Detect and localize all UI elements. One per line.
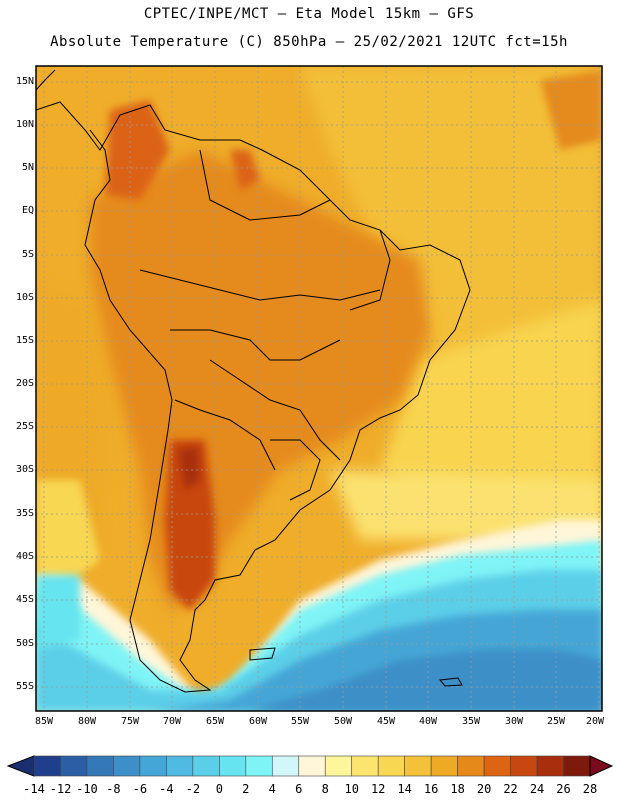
colorbar [6,755,614,777]
lat-label: 5N [21,162,34,173]
colorbar-tick-label: 18 [450,782,465,796]
lat-label: 50S [15,638,34,649]
colorbar-swatch [219,755,247,777]
colorbar-swatch [245,755,273,777]
colorbar-swatch [377,755,405,777]
colorbar-swatch [351,755,379,777]
colorbar-swatch [86,755,114,777]
colorbar-swatch [457,755,485,777]
lat-label: 10N [15,119,34,130]
lon-label: 60W [248,716,268,727]
lon-label: 80W [77,716,97,727]
colorbar-tick-label: 14 [397,782,412,796]
lon-label: 85W [34,716,54,727]
colorbar-swatch [483,755,511,777]
colorbar-swatch [139,755,167,777]
coastline [36,69,471,693]
lon-label: 45W [376,716,396,727]
colorbar-swatch [510,755,538,777]
colorbar-swatch [60,755,88,777]
colorbar-tick-label: -6 [132,782,148,796]
colorbar-swatch [563,755,591,777]
colorbar-tick-label: 28 [582,782,598,796]
colorbar-swatch [298,755,326,777]
colorbar-tick-label: 22 [503,782,518,796]
colorbar-swatch [536,755,564,777]
title-line-1: CPTEC/INPE/MCT — Eta Model 15km — GFS [143,6,475,22]
lat-label: 45S [15,594,34,605]
colorbar-swatch [404,755,432,777]
colorbar-tick-label: 2 [242,782,250,796]
lat-label: 25S [15,421,34,432]
title-line-2: Absolute Temperature (C) 850hPa — 25/02/… [50,34,568,50]
lat-label: 40S [15,551,34,562]
colorbar-swatch [113,755,141,777]
colorbar-tick-label: -14 [23,782,45,796]
lon-label: 35W [461,716,481,727]
graticule [36,66,602,711]
colorbar-swatch [324,755,353,777]
lat-label: 30S [15,464,34,475]
lon-label: 75W [120,716,140,727]
lon-label: 65W [205,716,225,727]
colorbar-tick-label: -12 [49,782,72,796]
colorbar-tick-label: -8 [106,782,121,796]
colorbar-tick-label: 16 [423,782,439,796]
colorbar-tick-label: 6 [295,782,303,796]
lon-label: 50W [333,716,353,727]
lat-label: 20S [15,378,34,389]
colorbar-tick-label: 24 [529,782,545,796]
colorbar-swatch [192,755,220,777]
colorbar-swatch [430,755,458,777]
colorbar-tick-label: 4 [268,782,276,796]
lat-label: 5S [21,249,34,260]
lon-label: 25W [546,716,566,727]
temperature-field [36,66,602,711]
colorbar-under-arrow [6,755,35,777]
lat-label: 10S [15,292,34,303]
lat-label: EQ [21,205,34,216]
colorbar-swatch [271,755,300,777]
colorbar-tick-label: 0 [215,782,223,796]
lon-label: 20W [585,716,605,727]
colorbar-tick-label: -10 [76,782,98,796]
lat-label: 35S [15,508,34,519]
colorbar-tick-label: 12 [370,782,386,796]
lat-label: 15S [15,335,34,346]
colorbar-over-arrow [589,755,614,777]
colorbar-tick-label: 10 [344,782,359,796]
lon-label: 55W [290,716,310,727]
colorbar-swatch [166,755,194,777]
lon-label: 40W [418,716,438,727]
colorbar-tick-label: 8 [321,782,329,796]
map-frame [35,65,603,712]
colorbar-tick-label: -2 [185,782,201,796]
lat-label: 15N [15,76,34,87]
lon-label: 30W [504,716,524,727]
lon-label: 70W [162,716,182,727]
colorbar-swatch [33,755,61,777]
colorbar-tick-label: -4 [159,782,174,796]
colorbar-tick-label: 20 [476,782,492,796]
lat-label: 55S [15,681,34,692]
colorbar-tick-label: 26 [556,782,571,796]
